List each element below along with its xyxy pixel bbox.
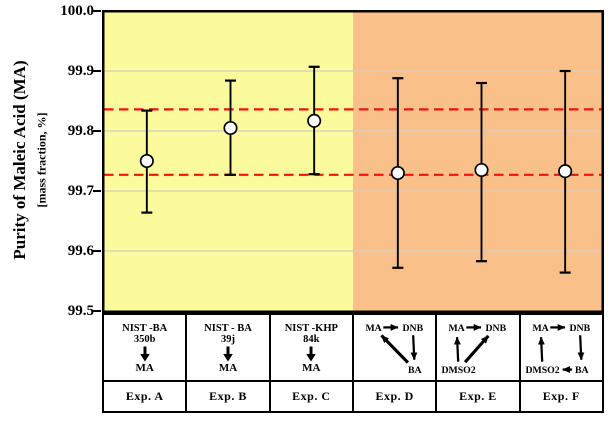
experiment-label-cell: Exp. D <box>354 382 438 411</box>
traceability-diagram: MA DNB DMSO2 <box>437 315 521 380</box>
traceability-diagram: NIST - BA 39j MA <box>187 315 271 380</box>
graph-node-label: MA <box>532 323 548 334</box>
data-point-exp-a <box>139 109 154 214</box>
experiment-label: Exp. B <box>209 389 247 403</box>
arrow-bl-to-tl <box>537 336 545 362</box>
standard-lot: 350b <box>133 334 156 346</box>
experiment-label-cell: Exp. F <box>521 382 602 411</box>
graph-node-label: MA <box>365 323 381 334</box>
analyte-name: MA <box>302 362 321 375</box>
data-point-marker <box>390 165 405 181</box>
plot-area <box>93 10 604 313</box>
reaction-graph: MA DNB DMSO2 BA <box>525 323 590 376</box>
experiment-label-cell: Exp. B <box>187 382 271 411</box>
standard-name: NIST - BA <box>204 322 252 334</box>
arrow-tr-to-br <box>410 335 418 361</box>
standard-lot: 39j <box>220 334 235 346</box>
y-tick-label: 99.7 <box>67 182 94 199</box>
standard-name: NIST -BA <box>122 322 168 334</box>
y-tick-label: 99.9 <box>67 62 94 79</box>
graph-node-label: BA <box>408 365 422 376</box>
graph-node-label: DMSO2 <box>525 365 559 376</box>
arrow-tr-to-br <box>577 335 585 361</box>
graph-node-label: DNB <box>569 323 590 334</box>
y-tick-label: 99.8 <box>67 122 94 139</box>
experiment-label-cell: Exp. A <box>104 382 188 411</box>
analyte-name: MA <box>218 362 238 375</box>
down-arrow-icon <box>223 346 233 362</box>
traceability-diagram: NIST -KHP 84k MA <box>271 315 354 380</box>
traceability-diagram-row: NIST -BA 350b MA NIST - BA 39j MA NIST -KHP 84k… <box>104 315 602 382</box>
data-point-marker <box>139 153 154 169</box>
experiment-label-cell: Exp. E <box>437 382 521 411</box>
experiment-label: Exp. D <box>375 389 414 403</box>
data-point-marker <box>223 120 238 136</box>
reaction-graph: MA DNB DMSO2 <box>442 323 507 376</box>
traceability-diagram: MA DNB DMSO2 BA <box>521 315 602 380</box>
experiment-label: Exp. F <box>542 389 580 403</box>
experiment-label: Exp. A <box>125 389 164 403</box>
standard-name: NIST -KHP <box>284 322 338 334</box>
traceability-diagram: NIST -BA 350b MA <box>104 315 188 380</box>
region-yellow <box>102 10 353 313</box>
data-point-marker <box>474 162 489 178</box>
data-point-exp-f <box>558 69 573 274</box>
experiment-label: Exp. E <box>459 389 497 403</box>
experiment-label-row: Exp. A Exp. B Exp. C Exp. D Exp. E Exp. F <box>104 382 602 411</box>
graph-node-label: BA <box>575 365 589 376</box>
down-arrow-icon <box>306 346 317 362</box>
standard-lot: 84k <box>303 334 320 346</box>
down-arrow-icon <box>139 346 150 362</box>
reaction-graph: MA DNB BA <box>365 323 423 376</box>
arrow-bl-to-tl <box>454 336 462 362</box>
experiment-label-cell: Exp. C <box>271 382 354 411</box>
graph-node-label: DNB <box>486 323 507 334</box>
experiment-label: Exp. C <box>292 389 331 403</box>
region-orange <box>353 10 604 313</box>
data-point-marker <box>307 113 322 128</box>
data-point-exp-b <box>223 79 238 176</box>
x-axis-experiment-table: NIST -BA 350b MA NIST - BA 39j MA NIST -KHP 84k… <box>102 313 604 413</box>
data-point-exp-c <box>307 65 322 176</box>
data-point-marker <box>558 164 573 179</box>
analyte-name: MA <box>135 362 154 375</box>
graph-node-label: DMSO2 <box>442 365 476 376</box>
data-point-exp-d <box>390 77 405 269</box>
plot-border <box>102 10 604 313</box>
arrow-bl-to-tr <box>464 334 490 364</box>
y-tick-label: 99.5 <box>67 302 94 319</box>
graph-node-label: DNB <box>402 323 423 334</box>
graph-node-label: MA <box>449 323 465 334</box>
arrow-br-to-tl <box>380 334 410 364</box>
y-tick-label: 100.0 <box>60 2 94 19</box>
y-tick-label: 99.6 <box>67 242 94 259</box>
y-axis-title: Purity of Maleic Acid (MA) <box>10 60 29 260</box>
data-point-exp-e <box>474 81 489 263</box>
traceability-diagram: MA DNB BA <box>354 315 438 380</box>
